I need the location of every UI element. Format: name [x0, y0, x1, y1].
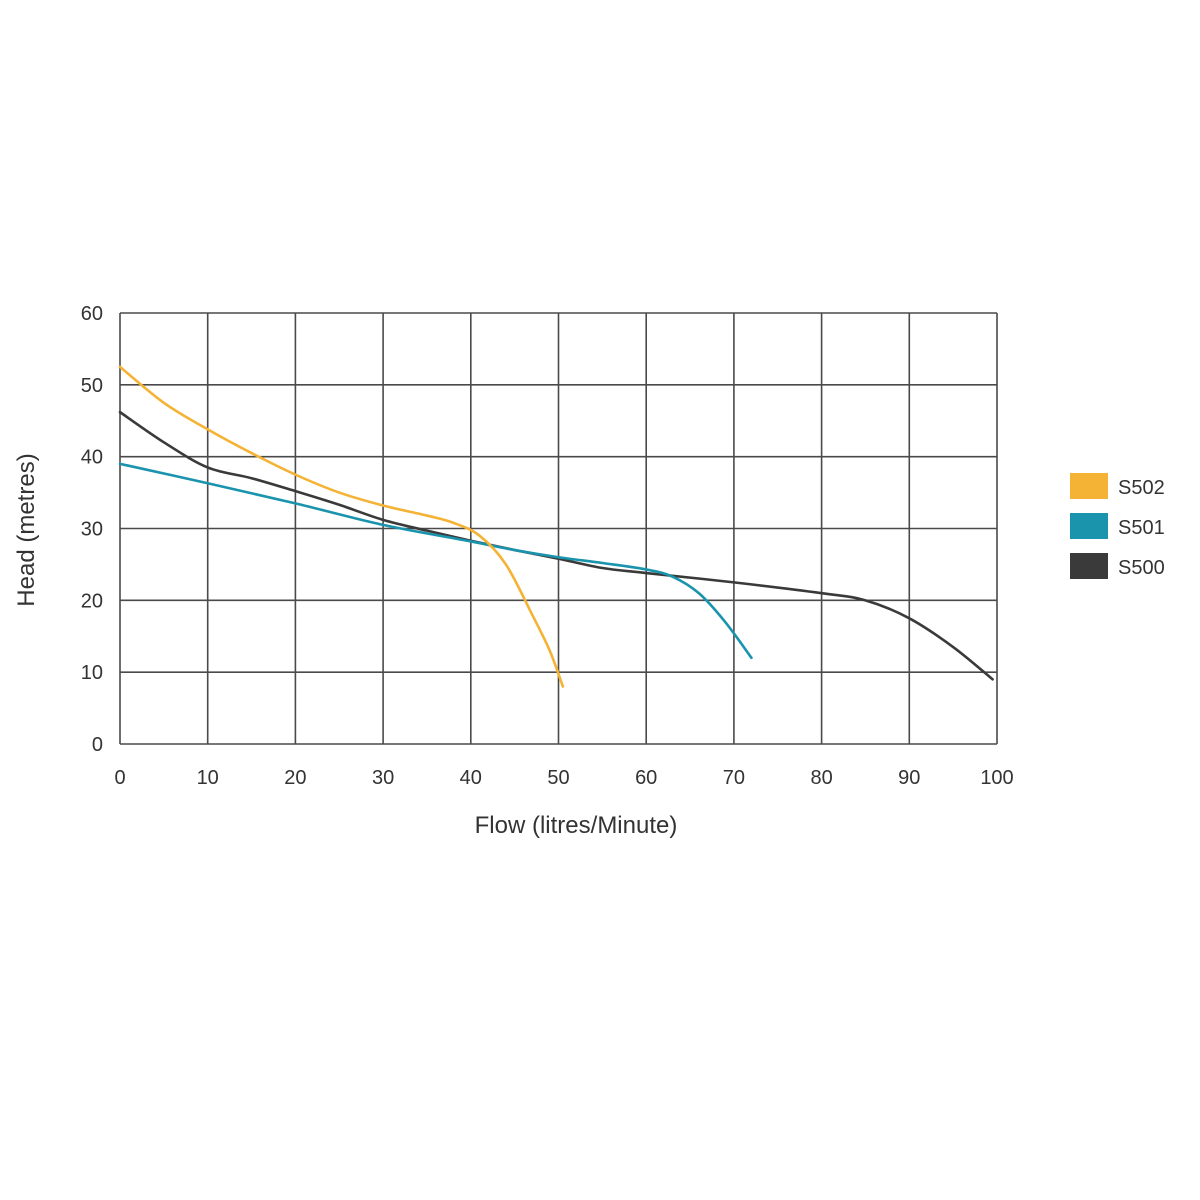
x-tick-label: 30: [372, 767, 394, 789]
y-tick-label: 60: [81, 303, 103, 325]
x-tick-label: 90: [898, 767, 920, 789]
legend-swatch: [1070, 553, 1108, 579]
y-tick-label: 50: [81, 375, 103, 397]
x-axis-ticks: 0 10 20 30 40 50 60 70 80 90 100: [114, 767, 1013, 789]
legend-swatch: [1070, 513, 1108, 539]
legend-swatch: [1070, 473, 1108, 499]
x-tick-label: 20: [284, 767, 306, 789]
x-tick-label: 40: [460, 767, 482, 789]
y-tick-label: 40: [81, 447, 103, 469]
legend: S502 S501 S500: [1070, 473, 1165, 579]
x-tick-label: 70: [723, 767, 745, 789]
legend-label: S502: [1118, 477, 1165, 499]
series-line-s501: [118, 462, 753, 660]
x-tick-label: 80: [810, 767, 832, 789]
x-tick-label: 50: [547, 767, 569, 789]
x-axis-title: Flow (litres/Minute): [475, 812, 678, 839]
legend-label: S500: [1118, 557, 1165, 579]
y-axis-title: Head (metres): [13, 453, 40, 606]
y-tick-label: 20: [81, 590, 103, 612]
series-line-s502: [118, 365, 565, 688]
x-tick-label: 100: [980, 767, 1013, 789]
y-tick-label: 30: [81, 519, 103, 541]
legend-label: S501: [1118, 517, 1165, 539]
series-lines: [118, 365, 994, 688]
x-tick-label: 60: [635, 767, 657, 789]
y-axis-ticks: 0 10 20 30 40 50 60: [81, 303, 103, 756]
x-tick-label: 0: [114, 767, 125, 789]
x-tick-label: 10: [197, 767, 219, 789]
y-tick-label: 10: [81, 662, 103, 684]
grid: [119, 312, 998, 745]
y-tick-label: 0: [92, 734, 103, 756]
